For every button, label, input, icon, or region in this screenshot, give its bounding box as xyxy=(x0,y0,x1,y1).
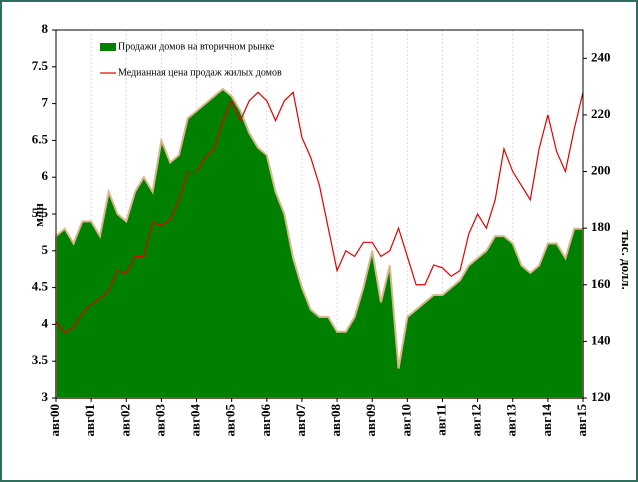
y-tick-label: 3 xyxy=(42,389,49,404)
x-tick-label: авг12 xyxy=(469,404,484,436)
x-tick-label: авг01 xyxy=(82,404,97,436)
y-tick-label: 8 xyxy=(42,21,49,36)
x-tick-label: авг07 xyxy=(293,404,308,437)
y2-tick-label: 160 xyxy=(591,276,611,291)
x-tick-label: авг02 xyxy=(117,404,132,436)
x-tick-label: авг10 xyxy=(398,404,413,436)
y2-tick-label: 120 xyxy=(591,389,611,404)
y-tick-label: 4.5 xyxy=(32,279,49,294)
y2-axis-label: тыс. долл. xyxy=(619,230,634,290)
y-tick-label: 7 xyxy=(42,95,49,110)
y2-tick-label: 220 xyxy=(591,106,611,121)
y-tick-label: 3.5 xyxy=(32,352,49,367)
legend-label: Продажи домов на вторичном рынке xyxy=(118,41,275,52)
y-tick-label: 5.5 xyxy=(32,205,49,220)
legend-label: Медианная цена продаж жилых домов xyxy=(118,67,282,78)
sales-area xyxy=(55,87,584,399)
x-tick-label: авг06 xyxy=(258,404,273,437)
y-tick-label: 6 xyxy=(42,168,49,183)
x-tick-label: авг09 xyxy=(363,404,378,437)
x-tick-label: авг03 xyxy=(152,404,167,437)
x-tick-label: авг05 xyxy=(223,404,238,437)
y-tick-label: 4 xyxy=(42,315,49,330)
price-line xyxy=(55,91,584,334)
y-axis-label: млн xyxy=(31,203,46,227)
y-tick-label: 6.5 xyxy=(32,131,49,146)
x-tick-label: авг00 xyxy=(47,404,62,436)
y2-tick-label: 240 xyxy=(591,49,611,64)
x-tick-label: авг15 xyxy=(574,404,589,437)
x-tick-label: авг14 xyxy=(539,404,554,437)
y2-tick-label: 180 xyxy=(591,219,611,234)
y2-tick-label: 200 xyxy=(591,163,611,178)
legend-swatch xyxy=(100,43,116,51)
x-tick-label: авг04 xyxy=(188,404,203,437)
y2-tick-label: 140 xyxy=(591,332,611,347)
y-tick-label: 7.5 xyxy=(32,58,49,73)
x-tick-label: авг08 xyxy=(328,404,343,437)
x-tick-label: авг11 xyxy=(433,404,448,436)
x-tick-label: авг13 xyxy=(504,404,519,437)
y-tick-label: 5 xyxy=(42,242,49,257)
